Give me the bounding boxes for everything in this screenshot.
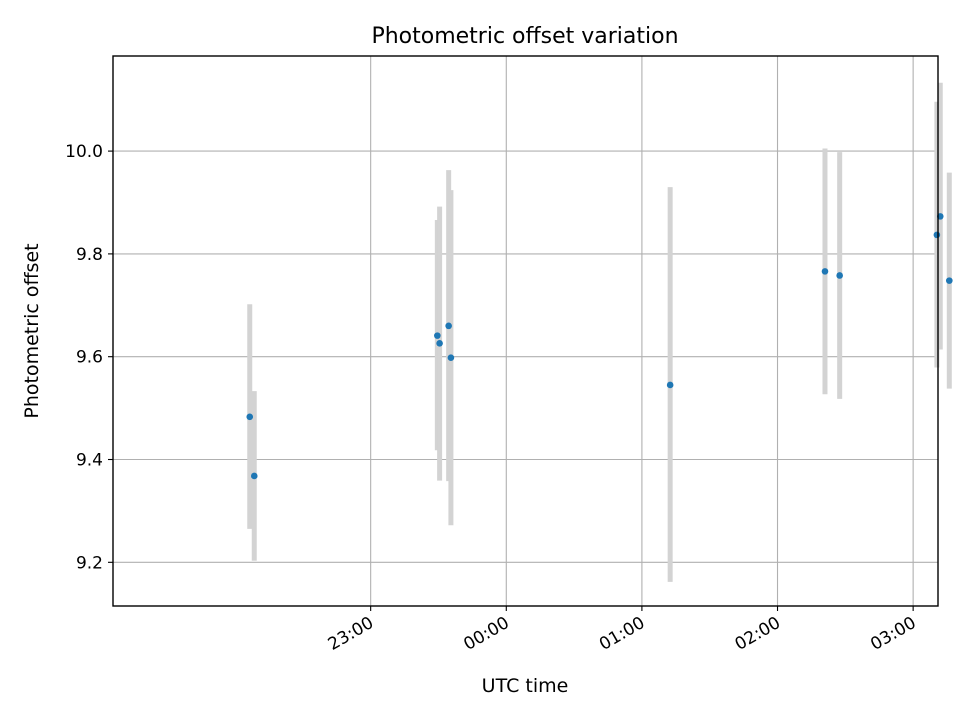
data-point [946, 277, 953, 284]
data-point [250, 472, 258, 480]
data-point [447, 354, 455, 362]
y-axis-label: Photometric offset [21, 243, 43, 418]
data-point [445, 322, 452, 330]
data-point [434, 332, 441, 339]
y-tick-label: 9.4 [76, 451, 103, 471]
data-point [821, 268, 829, 275]
y-tick-label: 9.2 [76, 553, 103, 573]
data-point [933, 231, 941, 239]
data-point [666, 381, 674, 389]
data-point [436, 340, 443, 347]
chart-title: Photometric offset variation [371, 24, 678, 49]
y-tick-label: 10.0 [65, 142, 103, 162]
data-point [246, 413, 254, 421]
y-tick-label: 9.8 [76, 245, 103, 265]
x-axis-label: UTC time [482, 675, 569, 697]
y-tick-label: 9.6 [76, 348, 103, 368]
data-point [836, 272, 843, 279]
plot-frame [112, 55, 939, 607]
